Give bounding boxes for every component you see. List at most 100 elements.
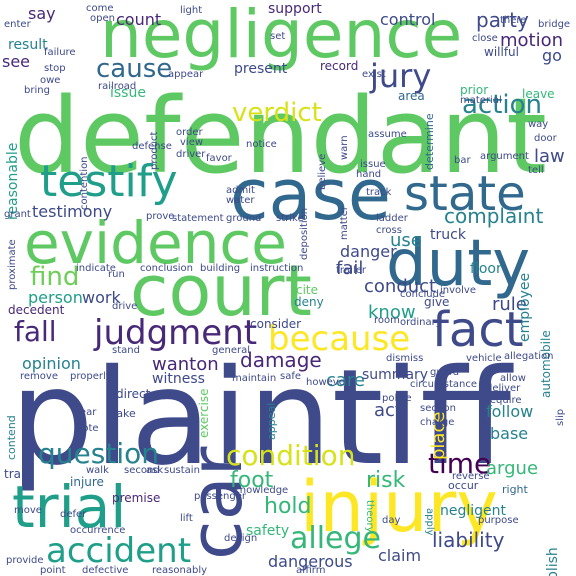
word-fail: fail [336, 258, 364, 279]
word-say: say [28, 4, 56, 23]
word-notice: notice [246, 139, 277, 150]
word-truck: truck [430, 227, 466, 243]
word-drive: drive [112, 301, 138, 312]
word-allegation: allegation [504, 351, 554, 362]
word-way: way [528, 119, 549, 130]
word-argument: argument [480, 151, 529, 162]
word-building: building [200, 263, 241, 274]
word-accident: accident [46, 531, 192, 571]
word-summary: summary [362, 367, 429, 383]
word-come: come [86, 3, 114, 14]
word-record: record [320, 59, 359, 73]
word-foot: foot [230, 468, 274, 493]
word-law: law [534, 146, 565, 167]
word-leave: leave [522, 87, 555, 101]
word-contend: contend [5, 415, 18, 460]
word-find: find [30, 262, 80, 292]
word-theory: theory [364, 500, 375, 533]
word-occurrence: occurrence [70, 525, 126, 536]
word-question: question [38, 437, 159, 470]
word-judgment: judgment [94, 313, 258, 353]
word-support: support [268, 1, 322, 17]
word-condition: condition [226, 439, 356, 472]
word-bring: bring [24, 85, 50, 96]
word-contention: contention [79, 156, 90, 210]
word-admit: admit [226, 185, 255, 196]
word-affirm: affirm [296, 565, 326, 576]
word-slip: slip [555, 408, 566, 426]
word-testimony: testimony [32, 202, 113, 221]
word-driver: driver [176, 149, 206, 160]
word-liability: liability [432, 528, 505, 552]
word-remove: remove [20, 371, 58, 382]
word-dangerous: dangerous [268, 552, 353, 571]
word-injury: injury [300, 466, 498, 548]
word-exercise: exercise [197, 388, 211, 438]
word-fact: fact [432, 302, 524, 358]
word-issue: issue [110, 85, 146, 101]
word-party: party [476, 8, 529, 32]
word-issue-small: issue [360, 159, 386, 170]
word-verdict: verdict [232, 98, 322, 128]
word-passenger: passenger [194, 491, 246, 502]
word-view: view [180, 137, 204, 148]
word-reasonably: reasonably [152, 565, 208, 576]
word-open: open [90, 13, 115, 24]
word-rule: rule [492, 294, 527, 315]
word-cross: cross [376, 225, 402, 236]
word-present: present [234, 61, 288, 77]
word-know: know [368, 302, 416, 323]
word-train: train [4, 467, 32, 481]
word-involve: involve [440, 285, 477, 296]
word-area: area [398, 89, 425, 103]
word-damage: damage [240, 348, 322, 372]
word-warn: warn [339, 135, 350, 160]
word-time: time [428, 447, 492, 480]
word-see: see [2, 52, 31, 71]
word-stop: stop [44, 63, 66, 74]
word-appear: appear [168, 69, 204, 80]
word-result: result [8, 37, 48, 53]
word-go: go [542, 46, 562, 65]
word-witness: witness [152, 371, 205, 387]
word-action: action [462, 90, 543, 120]
word-hold: hold [264, 494, 312, 519]
word-ladder: ladder [376, 213, 408, 224]
word-care: care [326, 370, 366, 391]
word-claim: claim [378, 546, 422, 565]
word-state: state [404, 166, 526, 222]
word-statement: statement [172, 213, 224, 224]
word-close: close [472, 33, 498, 44]
word-day: day [382, 515, 401, 526]
word-injure: injure [70, 475, 104, 489]
word-defer: defer [60, 509, 87, 520]
word-however: however [306, 377, 349, 388]
word-knowledge: knowledge [234, 485, 289, 496]
word-failure: failure [44, 47, 76, 58]
word-ordinary: ordinary [400, 317, 442, 328]
word-safe: safe [280, 371, 302, 382]
word-prior: prior [460, 83, 489, 97]
word-year: year [74, 407, 97, 418]
word-provide: provide [6, 555, 44, 566]
word-room: room [374, 315, 400, 326]
word-charge: charge [420, 417, 455, 428]
word-automobile: automobile [539, 330, 553, 398]
word-prove: prove [146, 211, 175, 222]
word-bridge: bridge [538, 19, 571, 30]
word-evidence: evidence [24, 209, 287, 277]
word-count: count [116, 10, 162, 29]
word-employee: employee [517, 272, 533, 342]
word-circumstance: circumstance [410, 379, 477, 390]
word-deliver: deliver [486, 383, 521, 394]
word-jury: jury [370, 57, 432, 95]
word-conclusion: conclusion [140, 263, 194, 274]
word-water: water [226, 195, 255, 206]
word-owe: owe [40, 75, 61, 86]
word-railroad: railroad [98, 81, 137, 92]
word-conduct: conduct [364, 276, 437, 297]
word-grant: grant [4, 209, 31, 220]
word-base: base [490, 424, 529, 443]
word-proximate: proximate [7, 239, 18, 290]
word-establish: establish [545, 547, 561, 576]
